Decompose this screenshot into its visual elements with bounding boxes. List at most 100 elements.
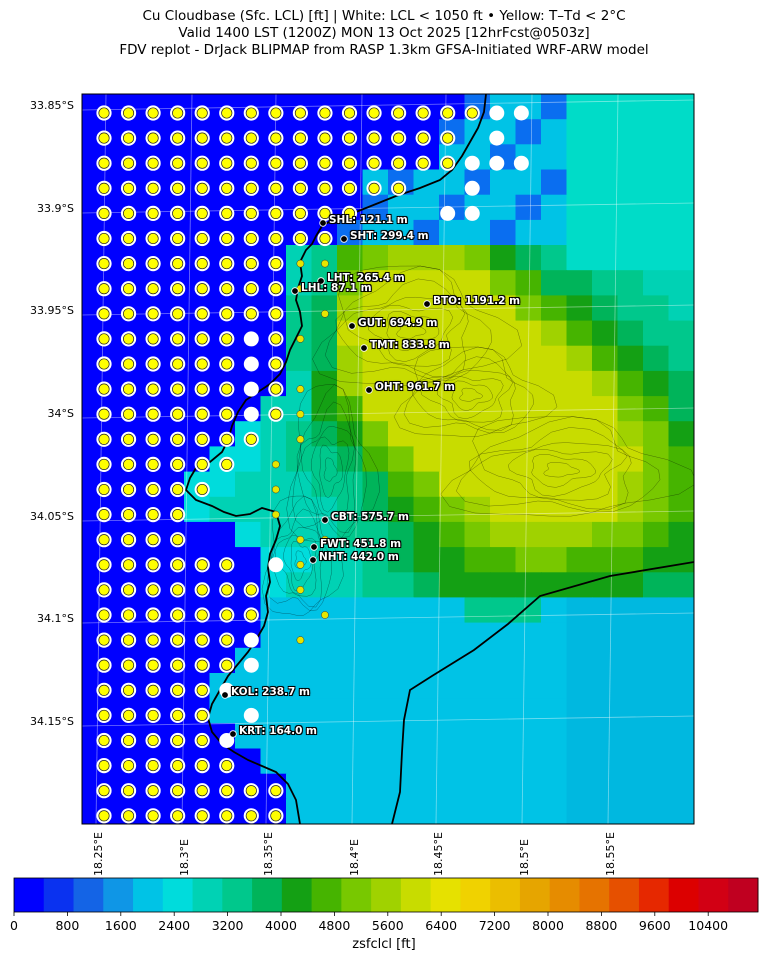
latitude-line	[82, 99, 694, 111]
longitude-line	[181, 94, 193, 824]
yellow-marker	[147, 107, 159, 119]
field-cell	[515, 622, 542, 649]
yellow-marker	[221, 785, 233, 797]
longitude-tick-label: 18.5°E	[518, 839, 531, 876]
field-cell	[311, 421, 338, 447]
yellow-marker	[319, 232, 331, 245]
contour-line	[451, 380, 493, 411]
yellow-marker	[466, 107, 478, 119]
station-label-krt: KRT: 164.0 m	[239, 725, 318, 737]
station-dot-nht	[309, 556, 317, 564]
yellow-marker	[245, 182, 257, 194]
colorbar-segment	[549, 878, 580, 912]
field-cell	[362, 723, 389, 750]
field-cell	[643, 572, 670, 599]
yellow-marker	[123, 483, 135, 496]
yellow-marker	[221, 258, 233, 270]
field-cell	[337, 723, 364, 750]
field-cell	[388, 471, 415, 498]
yellow-marker	[270, 308, 282, 320]
field-cell	[643, 673, 670, 699]
colorbar-segment	[698, 878, 729, 912]
field-cell	[668, 572, 694, 599]
field-cell	[413, 194, 440, 221]
yellow-marker	[172, 458, 184, 470]
yellow-marker	[221, 232, 233, 245]
yellow-marker	[172, 107, 184, 119]
field-cell	[515, 119, 542, 145]
yellow-marker	[270, 408, 282, 420]
field-cell	[337, 798, 364, 824]
yellow-marker	[123, 107, 135, 119]
field-cell	[617, 723, 644, 750]
field-cell	[592, 496, 619, 523]
field-cell	[515, 471, 542, 498]
longitude-tick-label: 18.25°E	[92, 832, 105, 876]
field-cell	[337, 396, 364, 422]
yellow-marker	[294, 232, 306, 245]
yellow-marker	[98, 534, 110, 546]
yellow-marker	[172, 283, 184, 295]
yellow-marker	[221, 458, 233, 470]
yellow-marker	[147, 559, 159, 571]
yellow-marker	[98, 383, 110, 395]
field-cell	[668, 698, 694, 724]
field-cell	[592, 270, 619, 296]
yellow-marker	[196, 308, 208, 320]
field-cell	[464, 521, 491, 548]
field-cell	[515, 798, 542, 824]
field-cell	[235, 471, 262, 498]
yellow-marker	[172, 358, 184, 370]
yellow-marker	[98, 659, 110, 671]
yellow-marker-small	[296, 435, 305, 444]
field-cell	[617, 572, 644, 599]
field-cell	[260, 622, 287, 649]
field-cell	[388, 421, 415, 447]
yellow-marker	[98, 283, 110, 295]
colorbar-segment	[579, 878, 610, 912]
field-cell	[286, 396, 313, 422]
field-cell	[541, 547, 568, 573]
field-cell	[643, 245, 670, 271]
yellow-marker	[147, 132, 159, 144]
field-cell	[311, 597, 338, 624]
field-cell	[592, 597, 619, 624]
field-cell	[235, 547, 262, 573]
yellow-marker	[393, 132, 405, 144]
yellow-marker	[123, 609, 135, 621]
field-cell	[566, 219, 593, 246]
field-cell	[388, 521, 415, 548]
field-cell	[668, 320, 694, 347]
colorbar-tick-label: 1600	[104, 918, 137, 933]
field-cell	[566, 370, 593, 397]
field-cell	[286, 748, 313, 775]
field-cell	[235, 748, 262, 775]
field-cell	[541, 144, 568, 171]
field-cell	[490, 521, 517, 548]
field-cell	[388, 295, 415, 322]
field-cell	[617, 622, 644, 649]
field-cell	[337, 622, 364, 649]
field-cell	[439, 673, 466, 699]
field-cell	[337, 647, 364, 674]
field-cell	[643, 270, 670, 296]
yellow-marker	[123, 509, 135, 521]
field-cell	[490, 698, 517, 724]
field-cell	[260, 421, 287, 447]
contour-line	[543, 462, 580, 478]
yellow-marker	[147, 634, 159, 646]
field-cell	[311, 446, 338, 473]
field-cell	[388, 622, 415, 649]
contour-line	[310, 436, 350, 513]
contour-line	[481, 442, 628, 501]
yellow-marker	[221, 333, 233, 345]
white-marker	[243, 406, 259, 422]
colorbar-tick-label: 4000	[265, 918, 297, 933]
field-cell	[515, 773, 542, 800]
longitude-tick-label: 18.3°E	[178, 839, 191, 876]
field-cell	[592, 144, 619, 171]
field-cell	[668, 169, 694, 196]
yellow-marker-small	[296, 535, 305, 544]
station-label-oht: OHT: 961.7 m	[375, 381, 455, 393]
white-marker	[513, 155, 529, 171]
